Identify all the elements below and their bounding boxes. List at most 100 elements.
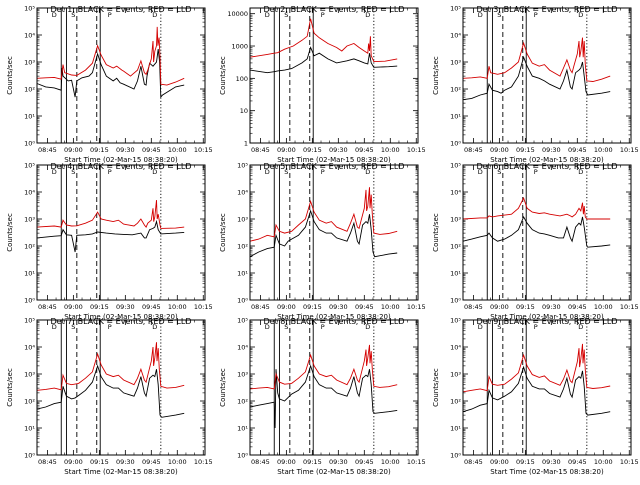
lld-series-line [249,18,398,63]
x-tick-label: 10:15 [194,458,213,466]
x-tick-label: 10:00 [168,303,187,311]
x-tick-label: 09:15 [90,458,109,466]
flag-marker: P [108,11,112,19]
x-tick-label: 09:00 [490,458,509,466]
y-axis-label: Counts/sec [6,213,14,252]
x-tick-label: 09:45 [568,458,587,466]
x-tick-label: 10:00 [381,303,400,311]
plot-frame [462,7,632,144]
x-tick-label: 08:45 [38,303,57,311]
y-tick-label: 10³ [24,371,35,379]
flag-marker: P [321,11,325,19]
x-axis-label: Start Time (02-Mar-15 08:38:20) [277,156,391,164]
flag-marker: P [534,323,538,331]
x-tick-label: 09:00 [490,146,509,154]
x-tick-label: 10:00 [594,146,613,154]
y-tick-label: 10¹ [24,113,35,121]
panel-title: Det 2: BLACK = Events, RED = LLD [264,5,405,14]
plot-frame [462,164,632,301]
x-tick-label: 09:45 [142,458,161,466]
y-tick-label: 10⁵ [450,162,461,170]
events-series-line [36,49,185,99]
flag-marker: D [478,323,483,331]
x-tick-label: 09:45 [568,303,587,311]
y-tick-label: 10¹ [450,425,461,433]
flag-marker: S [71,11,75,19]
y-tick-label: 10² [450,86,461,94]
x-axis-label: Start Time (02-Mar-15 08:38:20) [490,313,604,321]
x-tick-label: 10:00 [594,458,613,466]
y-tick-label: 10⁵ [237,317,248,325]
lld-series-line [462,343,611,393]
lld-series-line [36,26,185,86]
lld-series-line [462,196,611,220]
flag-marker: D [52,168,57,176]
flag-marker: D [52,11,57,19]
y-tick-label: 10² [24,243,35,251]
y-tick-label: 10⁰ [450,452,461,460]
x-tick-label: 09:30 [329,146,348,154]
panel-title: Det 6: BLACK = Events, RED = LLD [477,162,618,171]
x-tick-label: 09:00 [490,303,509,311]
flag-marker: S [284,323,288,331]
y-tick-label: 10⁰ [237,452,248,460]
y-tick-label: 10⁴ [237,189,248,197]
panel-det-3: Det 3: BLACK = Events, RED = LLD Counts/s… [432,5,639,165]
y-tick-label: 10¹ [237,270,248,278]
flag-marker: S [497,168,501,176]
flag-marker: P [321,168,325,176]
x-tick-label: 10:00 [168,458,187,466]
x-tick-label: 09:15 [303,303,322,311]
flag-marker: P [534,168,538,176]
flag-marker: S [497,11,501,19]
x-axis-label: Start Time (02-Mar-15 08:38:20) [64,313,178,321]
flag-marker: D [578,323,583,331]
panel-det-8: Det 8: BLACK = Events, RED = LLD Counts/s… [219,317,426,477]
y-tick-label: 10⁰ [24,297,35,305]
flag-marker: D [265,168,270,176]
x-tick-label: 09:45 [355,458,374,466]
y-tick-label: 10¹ [24,425,35,433]
y-tick-label: 10⁰ [24,452,35,460]
flag-marker: S [71,168,75,176]
flag-marker: D [152,11,157,19]
y-tick-label: 10¹ [450,270,461,278]
y-tick-label: 10² [237,243,248,251]
plot-frame [249,319,419,456]
x-tick-label: 10:15 [194,303,213,311]
panel-det-7: Det 7: BLACK = Events, RED = LLD Counts/s… [6,317,213,477]
y-tick-label: 1000 [231,43,248,51]
y-tick-label: 10³ [24,216,35,224]
x-axis-label: Start Time (02-Mar-15 08:38:20) [277,468,391,476]
x-tick-label: 09:45 [568,146,587,154]
panel-title: Det 1: BLACK = Events, RED = LLD [51,5,192,14]
x-tick-label: 08:45 [38,146,57,154]
y-tick-label: 10⁰ [450,297,461,305]
y-tick-label: 10³ [237,371,248,379]
x-tick-label: 09:00 [64,146,83,154]
x-tick-label: 09:30 [116,458,135,466]
y-tick-label: 10² [450,398,461,406]
y-tick-label: 10⁴ [24,32,35,40]
y-axis-label: Counts/sec [432,56,440,95]
plot-frame [36,319,206,456]
x-tick-label: 09:45 [142,303,161,311]
x-tick-label: 08:45 [464,458,483,466]
x-tick-label: 08:45 [38,458,57,466]
events-series-line [249,364,398,429]
x-tick-label: 09:15 [516,303,535,311]
y-tick-label: 10¹ [24,270,35,278]
flag-marker: D [578,11,583,19]
events-series-line [36,364,185,418]
y-tick-label: 10³ [450,216,461,224]
x-tick-label: 08:45 [464,303,483,311]
y-tick-label: 10⁰ [237,297,248,305]
panel-det-1: Det 1: BLACK = Events, RED = LLD Counts/s… [6,5,213,165]
panel-det-9: Det 9: BLACK = Events, RED = LLD Counts/s… [432,317,639,477]
x-axis-label: Start Time (02-Mar-15 08:38:20) [277,313,391,321]
x-tick-label: 10:00 [594,303,613,311]
x-tick-label: 09:30 [542,303,561,311]
y-tick-label: 10⁴ [24,189,35,197]
x-tick-label: 09:45 [355,303,374,311]
